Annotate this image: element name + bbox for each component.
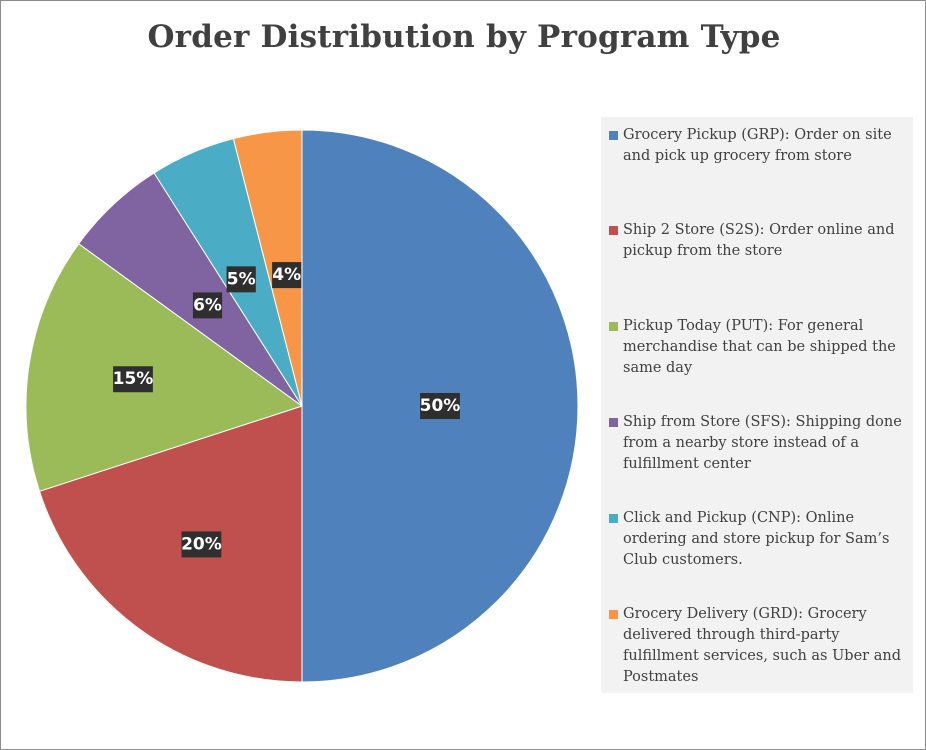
slice-label-box-sfs [192,292,223,319]
slice-label-box-s2s [181,531,222,558]
legend-item-grd: Grocery Delivery (GRD): Grocery delivere… [609,604,905,688]
slice-label-box-grd [272,262,302,289]
slice-label-cnp: 5% [226,266,256,293]
legend-label-sfs: Ship from Store (SFS): Shipping done fro… [623,414,902,472]
legend-swatch-s2s [609,226,618,235]
slice-label-box-put [113,366,153,393]
legend-swatch-cnp [609,514,618,523]
slice-label-s2s: 20% [181,531,222,558]
legend-label-grp: Grocery Pickup (GRP): Order on site and … [623,127,892,164]
pie-slice-s2s [38,405,303,683]
legend-item-grp: Grocery Pickup (GRP): Order on site and … [609,125,905,167]
slice-label-text-grd: 4% [272,265,301,285]
slice-label-text-cnp: 5% [227,269,256,289]
slice-label-grd: 4% [272,262,302,289]
slice-label-box-cnp [226,266,256,293]
legend-label-s2s: Ship 2 Store (S2S): Order online and pic… [623,222,895,259]
slice-label-put: 15% [113,366,154,393]
slice-label-text-grp: 50% [420,396,461,416]
legend-swatch-sfs [609,418,618,427]
slice-label-grp: 50% [420,393,461,419]
legend-swatch-grp [609,131,618,140]
legend-swatch-grd [609,610,618,619]
chart-title: Order Distribution by Program Type [147,19,781,55]
pie-slice-put [25,243,304,492]
legend-item-put: Pickup Today (PUT): For general merchand… [609,316,905,379]
slice-label-sfs: 6% [192,292,223,319]
pie-chart: 50% 20% 15% 6%5% 4% [25,129,579,683]
slice-label-text-put: 15% [113,369,154,389]
slice-label-box-grp [420,393,460,419]
legend-label-put: Pickup Today (PUT): For general merchand… [623,318,896,376]
chart-legend: Grocery Pickup (GRP): Order on site and … [601,117,913,693]
pie-slice-grd [232,129,303,407]
slice-label-text-s2s: 20% [181,534,222,554]
legend-item-sfs: Ship from Store (SFS): Shipping done fro… [609,412,905,475]
legend-label-cnp: Click and Pickup (CNP): Online ordering … [623,510,890,568]
legend-label-grd: Grocery Delivery (GRD): Grocery delivere… [623,606,901,685]
legend-item-s2s: Ship 2 Store (S2S): Order online and pic… [609,220,905,262]
legend-swatch-put [609,322,618,331]
slice-label-text-sfs: 6% [193,295,222,315]
legend-item-cnp: Click and Pickup (CNP): Online ordering … [609,508,905,571]
